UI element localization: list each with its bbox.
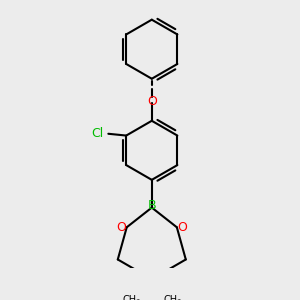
Text: O: O [116, 221, 126, 234]
Text: CH₃: CH₃ [163, 295, 182, 300]
Text: CH₃: CH₃ [122, 295, 140, 300]
Text: O: O [177, 221, 187, 234]
Text: B: B [148, 199, 156, 212]
Text: Cl: Cl [92, 127, 104, 140]
Text: O: O [147, 94, 157, 108]
